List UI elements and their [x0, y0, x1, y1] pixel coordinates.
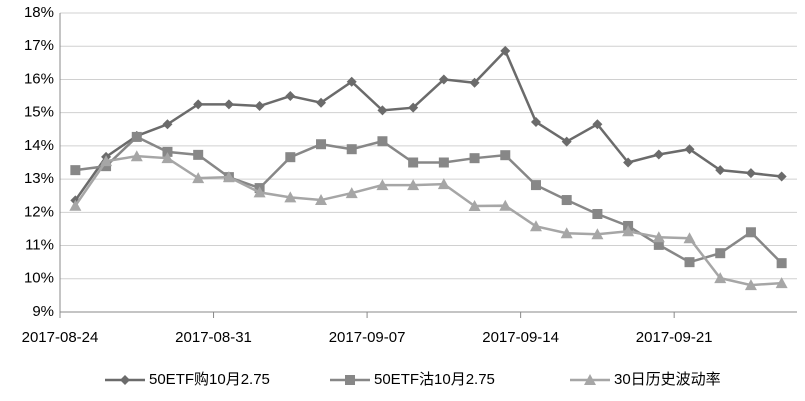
- y-tick-label: 12%: [24, 203, 54, 220]
- legend-label: 50ETF沽10月2.75: [374, 371, 495, 388]
- marker: [775, 277, 788, 289]
- marker: [592, 119, 603, 130]
- marker: [162, 119, 173, 130]
- marker: [683, 232, 696, 244]
- marker: [222, 171, 235, 183]
- marker: [469, 77, 480, 88]
- marker: [684, 144, 695, 155]
- marker: [162, 146, 173, 157]
- marker: [745, 227, 756, 238]
- marker: [437, 178, 450, 190]
- marker: [285, 91, 296, 102]
- y-tick-label: 17%: [24, 37, 54, 54]
- marker: [223, 99, 234, 110]
- y-tick-label: 18%: [24, 4, 54, 21]
- legend-label: 50ETF购10月2.75: [149, 371, 270, 388]
- marker: [560, 227, 573, 239]
- x-tick-label: 2017-09-14: [482, 329, 559, 346]
- marker: [561, 195, 572, 206]
- marker: [652, 231, 665, 243]
- marker: [100, 155, 113, 167]
- marker: [530, 180, 541, 191]
- marker: [407, 179, 420, 191]
- series-line: [74, 154, 782, 287]
- marker: [592, 208, 603, 219]
- marker: [653, 239, 664, 250]
- marker: [376, 179, 389, 191]
- marker: [254, 101, 265, 112]
- marker: [192, 172, 205, 184]
- marker: [193, 99, 204, 110]
- marker: [715, 165, 726, 176]
- marker: [469, 153, 480, 164]
- marker: [285, 152, 296, 163]
- marker: [377, 105, 388, 116]
- legend-marker: [345, 375, 355, 385]
- marker: [131, 131, 142, 142]
- marker: [714, 272, 727, 284]
- y-tick-label: 16%: [24, 70, 54, 87]
- marker: [561, 136, 572, 147]
- marker: [684, 257, 695, 268]
- marker: [529, 220, 542, 232]
- y-tick-label: 9%: [32, 303, 54, 320]
- marker: [745, 168, 756, 179]
- marker: [500, 150, 511, 161]
- series-line: [75, 135, 783, 265]
- marker: [715, 248, 726, 259]
- legend-marker: [584, 374, 596, 385]
- marker: [346, 144, 357, 155]
- marker: [623, 157, 634, 168]
- marker: [253, 186, 266, 198]
- series-line: [74, 48, 782, 202]
- marker: [408, 102, 419, 113]
- y-tick-label: 15%: [24, 104, 54, 121]
- legend-marker: [120, 375, 130, 385]
- legend-label: 30日历史波动率: [614, 371, 721, 388]
- marker: [744, 279, 757, 291]
- x-tick-label: 2017-09-21: [636, 329, 713, 346]
- x-tick-label: 2017-09-07: [329, 329, 406, 346]
- marker: [776, 258, 787, 269]
- marker: [622, 225, 635, 237]
- marker: [438, 74, 449, 85]
- marker: [70, 165, 81, 176]
- marker: [345, 187, 358, 199]
- marker: [499, 199, 512, 211]
- marker: [377, 136, 388, 147]
- marker: [161, 152, 174, 164]
- y-tick-label: 13%: [24, 170, 54, 187]
- marker: [438, 157, 449, 168]
- y-tick-label: 14%: [24, 137, 54, 154]
- marker: [468, 200, 481, 212]
- marker: [591, 228, 604, 240]
- marker: [530, 116, 541, 127]
- marker: [193, 149, 204, 160]
- y-tick-label: 10%: [24, 270, 54, 287]
- marker: [500, 45, 511, 56]
- marker: [315, 194, 328, 206]
- marker: [284, 191, 297, 203]
- x-tick-label: 2017-08-24: [22, 329, 99, 346]
- marker: [316, 97, 327, 108]
- marker: [408, 157, 419, 168]
- x-tick-label: 2017-08-31: [175, 329, 252, 346]
- marker: [69, 199, 82, 211]
- marker: [653, 149, 664, 160]
- marker: [316, 139, 327, 150]
- marker: [130, 150, 143, 162]
- y-tick-label: 11%: [25, 237, 54, 254]
- marker: [776, 171, 787, 182]
- marker: [346, 76, 357, 87]
